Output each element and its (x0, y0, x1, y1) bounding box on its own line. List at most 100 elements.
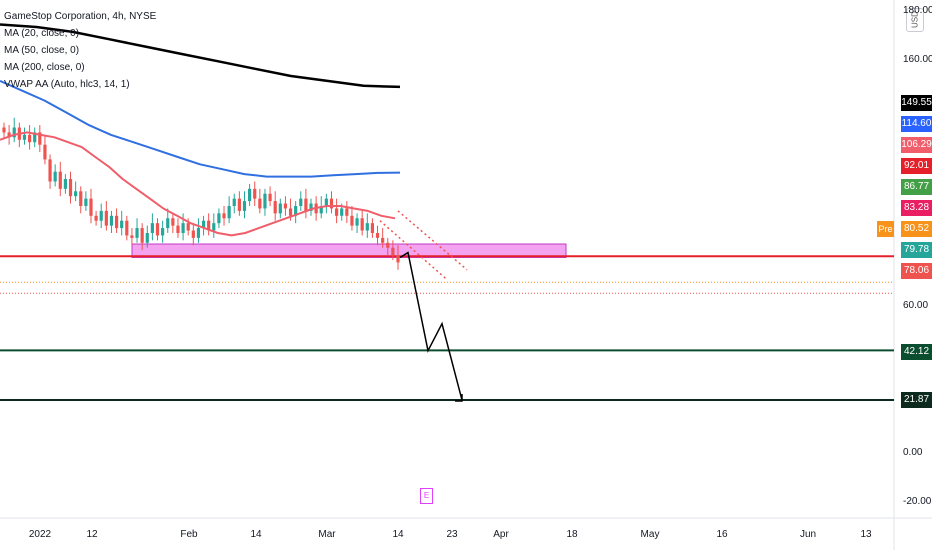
price-tag: 92.01 (901, 158, 932, 174)
candle-body (114, 215, 119, 229)
x-tick-label: 14 (392, 529, 404, 540)
ma50-line (0, 79, 401, 178)
chart-legend: GameStop Corporation, 4h, NYSE MA (20, c… (4, 8, 156, 93)
candle-body (299, 198, 303, 206)
y-tick-label: 160.00 (903, 54, 932, 66)
candle-body (340, 208, 344, 216)
candle-body (242, 201, 247, 211)
legend-ma50[interactable]: MA (50, close, 0) (4, 45, 80, 56)
candle-body (63, 179, 68, 189)
candle-body (258, 198, 262, 209)
ma200-line (0, 23, 401, 89)
candle-body (207, 220, 211, 231)
candle-body (79, 191, 83, 206)
candle-body (68, 179, 73, 197)
candle-body (304, 198, 308, 211)
candle-body (186, 223, 190, 231)
x-tick-label: Mar (318, 529, 336, 540)
candle-body (278, 203, 282, 214)
candle-body (263, 193, 267, 209)
candle-body (196, 228, 201, 238)
price-tag: 80.52 (901, 221, 932, 237)
candle-body (109, 215, 114, 226)
premarket-label: Pre (877, 221, 894, 237)
candle-body (145, 232, 149, 243)
candle-body (248, 188, 252, 202)
candle-body (99, 210, 103, 221)
candle-body (135, 228, 139, 238)
candle-body (381, 237, 385, 243)
candle-body (350, 215, 354, 226)
price-tag: 114.60 (901, 116, 932, 132)
candle-body (309, 203, 313, 211)
candle-body (288, 208, 293, 216)
candle-body (155, 223, 160, 236)
candle-body (360, 218, 364, 231)
candle-body (294, 206, 298, 216)
candle-body (150, 223, 154, 233)
price-tag: 149.55 (901, 95, 932, 111)
candle-body (355, 218, 359, 226)
candle-body (217, 213, 221, 224)
candle-body (12, 127, 16, 138)
candle-body (273, 201, 277, 214)
support-zone-rect (131, 243, 567, 258)
candle-body (237, 198, 241, 211)
x-tick-label: Feb (180, 529, 198, 540)
candle-body (27, 134, 32, 143)
candle-body (58, 171, 62, 189)
candle-body (391, 247, 395, 256)
earnings-event-marker[interactable]: E (420, 488, 433, 504)
x-tick-label: 18 (566, 529, 578, 540)
price-tag: 83.28 (901, 200, 932, 216)
price-tag: 86.77 (901, 179, 932, 195)
legend-vwap[interactable]: VWAP AA (Auto, hlc3, 14, 1) (4, 79, 130, 90)
legend-title: GameStop Corporation, 4h, NYSE (4, 11, 157, 22)
legend-ma200[interactable]: MA (200, close, 0) (4, 62, 85, 73)
candle-body (130, 235, 134, 238)
ma-projection-1 (397, 210, 468, 271)
candle-body (386, 242, 390, 248)
candle-body (268, 193, 272, 202)
candle-body (161, 228, 165, 236)
candle-body (232, 198, 236, 206)
candle-body (212, 223, 216, 231)
candle-body (283, 203, 288, 209)
candle-body (253, 188, 257, 199)
candle-body (2, 127, 6, 133)
price-tag: 21.87 (901, 392, 932, 408)
candle-body (38, 132, 42, 145)
x-tick-label: 13 (860, 529, 872, 540)
candle-body (125, 220, 129, 236)
price-tag: 42.12 (901, 344, 932, 360)
projected-path-arrow (399, 251, 463, 401)
y-tick-label: 0.00 (903, 446, 923, 458)
candle-body (166, 218, 170, 229)
candle-body (191, 230, 195, 238)
candle-body (176, 225, 180, 233)
x-tick-label: 14 (250, 529, 262, 540)
x-tick-label: 23 (446, 529, 458, 540)
candle-body (89, 198, 93, 216)
x-tick-label: 2022 (28, 529, 52, 540)
candle-body (201, 220, 206, 229)
candle-body (171, 218, 175, 226)
candle-body (84, 198, 88, 206)
candle-body (53, 171, 57, 182)
y-tick-label: 60.00 (903, 299, 929, 311)
candle-body (324, 198, 328, 206)
ma20-line (0, 131, 396, 237)
legend-ma20[interactable]: MA (20, close, 0) (4, 28, 80, 39)
candle-body (375, 232, 380, 238)
candle-body (7, 132, 11, 138)
x-tick-label: 16 (716, 529, 728, 540)
candle-body (222, 213, 226, 219)
candle-body (43, 144, 47, 160)
candle-body (22, 134, 27, 140)
candle-body (334, 208, 339, 216)
candle-body (396, 255, 400, 263)
candle-body (94, 215, 98, 221)
arrow-head (455, 394, 463, 402)
